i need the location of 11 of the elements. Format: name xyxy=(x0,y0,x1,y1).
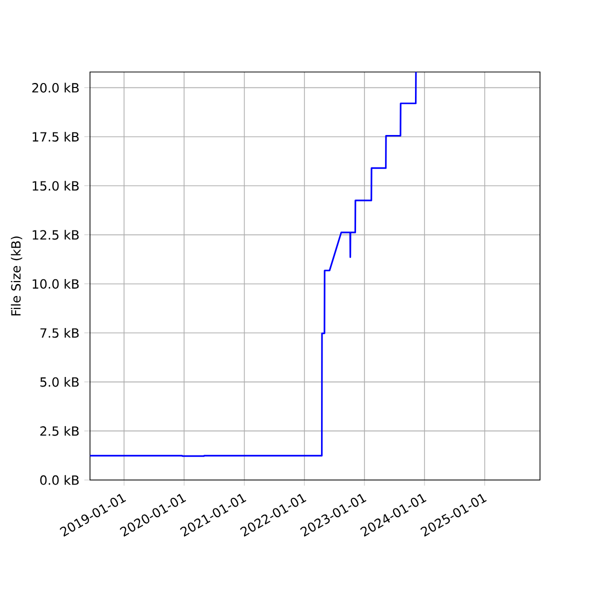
y-tick-label: 0.0 kB xyxy=(40,475,79,485)
y-tick-label: 2.5 kB xyxy=(40,426,79,436)
y-tick-label: 5.0 kB xyxy=(40,377,79,387)
y-tick-label: 10.0 kB xyxy=(32,278,79,289)
y-tick-label: 7.5 kB xyxy=(40,328,79,338)
y-tick-label: 12.5 kB xyxy=(32,230,79,240)
y-tick-label: 15.0 kB xyxy=(32,180,79,191)
y-axis-title: File Size (kB) xyxy=(10,236,22,316)
y-tick-label: 20.0 kB xyxy=(32,82,79,93)
y-tick-label: 17.5 kB xyxy=(32,132,79,142)
line-series xyxy=(90,72,417,457)
